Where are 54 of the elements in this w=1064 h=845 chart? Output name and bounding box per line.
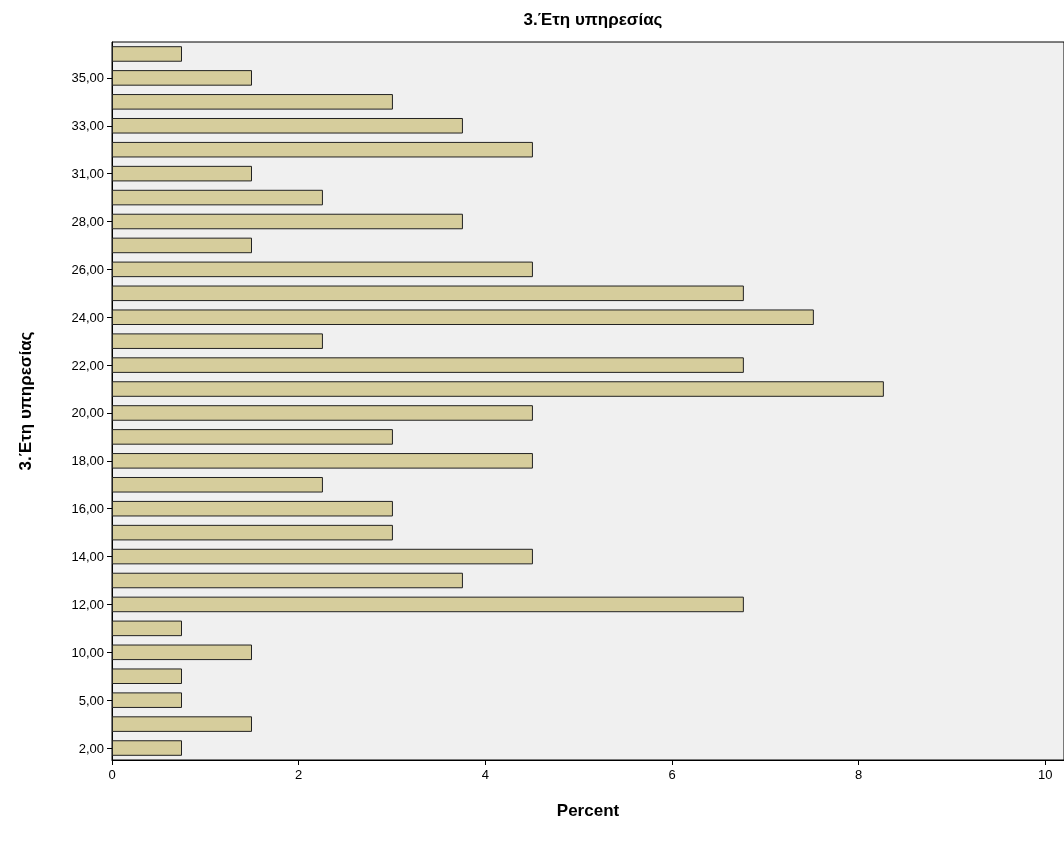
y-tick-label: 28,00: [71, 214, 104, 229]
y-tick-label: 26,00: [71, 261, 104, 277]
bar: [112, 644, 252, 661]
bar: [112, 620, 182, 637]
bar: [112, 165, 252, 182]
bar: [112, 309, 814, 326]
bar: [112, 453, 533, 469]
x-tick-label: 0: [108, 767, 116, 782]
bar: [112, 740, 182, 756]
y-tick-label: 12,00: [71, 596, 104, 612]
y-tick-label: 20,00: [71, 405, 104, 421]
y-tick-label: 33,00: [71, 118, 104, 134]
bar: [112, 572, 463, 589]
bar: [112, 381, 884, 397]
bar: [112, 213, 463, 230]
y-tick-label: 31,00: [71, 166, 104, 182]
bar: [112, 285, 744, 302]
bar: [112, 333, 323, 349]
bar: [112, 189, 323, 206]
bar: [112, 237, 252, 254]
y-tick-label: 35,00: [71, 70, 104, 86]
y-tick-label: 18,00: [71, 453, 104, 469]
y-tick-label: 14,00: [71, 549, 104, 565]
bar: [112, 476, 323, 493]
bar: [112, 524, 393, 541]
bar: [112, 261, 533, 278]
x-tick-label: 8: [855, 767, 863, 782]
bar: [112, 548, 533, 565]
bar: [112, 500, 393, 517]
x-tick-label: 10: [1038, 767, 1053, 782]
bar: [112, 70, 252, 86]
chart-title: 3.Έτη υπηρεσίας: [523, 10, 663, 29]
x-tick-label: 6: [668, 767, 676, 782]
bar: [112, 668, 182, 685]
y-tick-label: 2,00: [78, 740, 104, 756]
y-tick-label: 16,00: [71, 501, 104, 517]
bar: [112, 357, 744, 373]
bar: [112, 692, 182, 708]
y-tick-label: 5,00: [78, 692, 104, 708]
bar: [112, 46, 182, 62]
bar: [112, 596, 744, 613]
y-tick-label: 24,00: [71, 309, 104, 325]
y-tick-label: 10,00: [71, 644, 104, 660]
bar: [112, 429, 393, 445]
bar: [112, 94, 393, 110]
y-tick-label: 22,00: [71, 357, 104, 373]
bar: [112, 117, 463, 134]
bar: [112, 405, 533, 421]
bar: [112, 716, 252, 732]
x-tick-label: 2: [295, 767, 303, 782]
x-tick-label: 4: [481, 767, 489, 782]
bar: [112, 141, 533, 158]
x-axis-title: Percent: [556, 801, 620, 820]
y-axis-title: 3.Έτη υπηρεσίας: [16, 331, 35, 471]
